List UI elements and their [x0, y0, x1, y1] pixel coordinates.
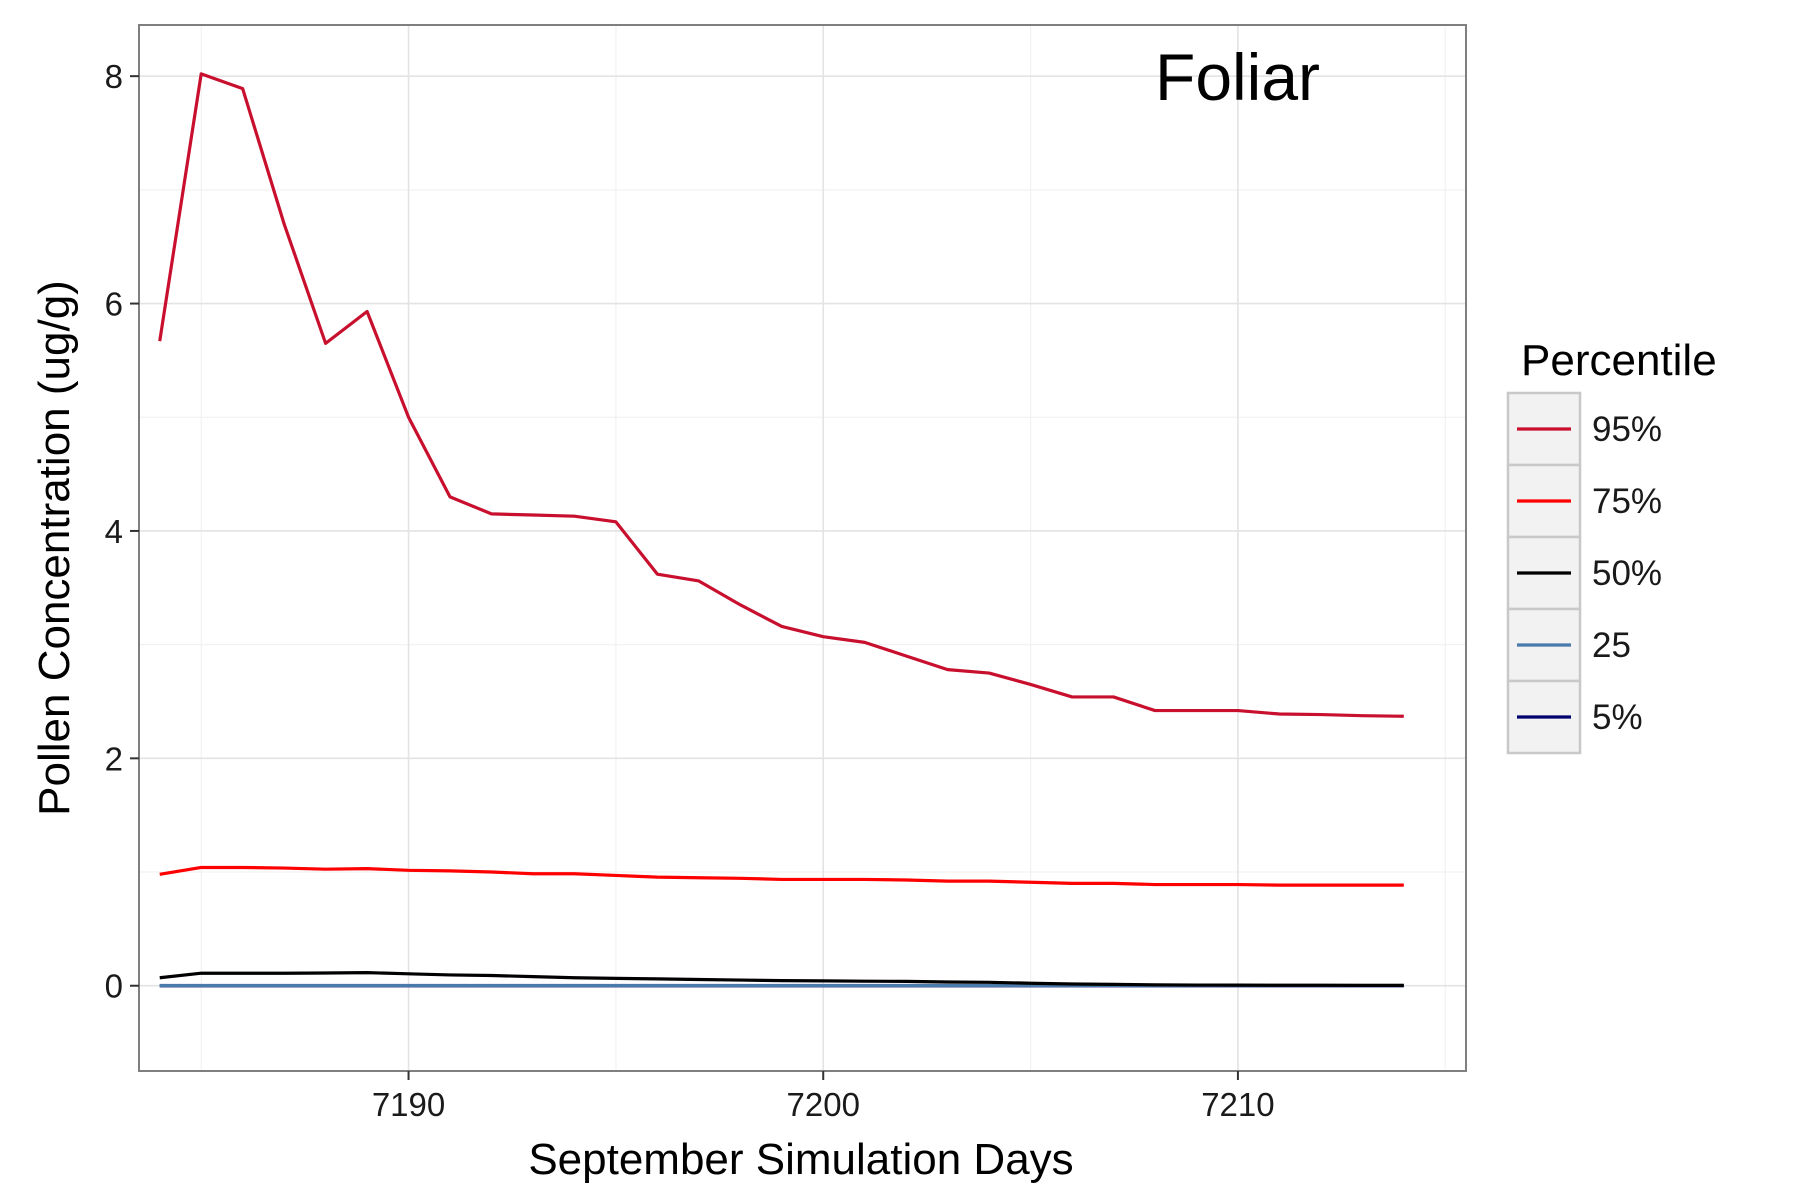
legend-label: 25: [1592, 626, 1631, 665]
x-axis-title: September Simulation Days: [528, 1135, 1073, 1184]
panel-annotation: Foliar: [1155, 40, 1320, 114]
minor-gridlines: [139, 25, 1466, 1071]
legend-label: 5%: [1592, 698, 1643, 737]
y-axis-title: Pollen Concentration (ug/g): [30, 280, 79, 816]
x-tick-label: 7200: [787, 1086, 860, 1123]
tick-labels: 7190 7200 7210 0 2 4 6 8: [105, 58, 1275, 1123]
y-tick-label: 8: [105, 58, 123, 95]
x-tick-label: 7190: [372, 1086, 445, 1123]
series-lines: [158, 72, 1404, 988]
y-tick-label: 4: [105, 513, 123, 550]
legend-title: Percentile: [1521, 336, 1717, 385]
y-tick-label: 6: [105, 286, 123, 323]
legend-items: 95% 75% 50% 25 5%: [1506, 391, 1662, 755]
legend-label: 75%: [1592, 482, 1662, 521]
axis-ticks: [130, 75, 1239, 1080]
series-line-75pct: [159, 865, 1404, 887]
y-tick-label: 0: [105, 968, 123, 1005]
y-tick-label: 2: [105, 740, 123, 777]
series-line-50pct: [159, 971, 1404, 987]
legend: Percentile 95% 75% 50% 25 5%: [1506, 336, 1717, 755]
legend-label: 95%: [1592, 410, 1662, 449]
panel-border: [138, 24, 1467, 1072]
legend-label: 50%: [1592, 554, 1662, 593]
series-line-95pct: [158, 72, 1404, 718]
x-tick-label: 7210: [1201, 1086, 1274, 1123]
